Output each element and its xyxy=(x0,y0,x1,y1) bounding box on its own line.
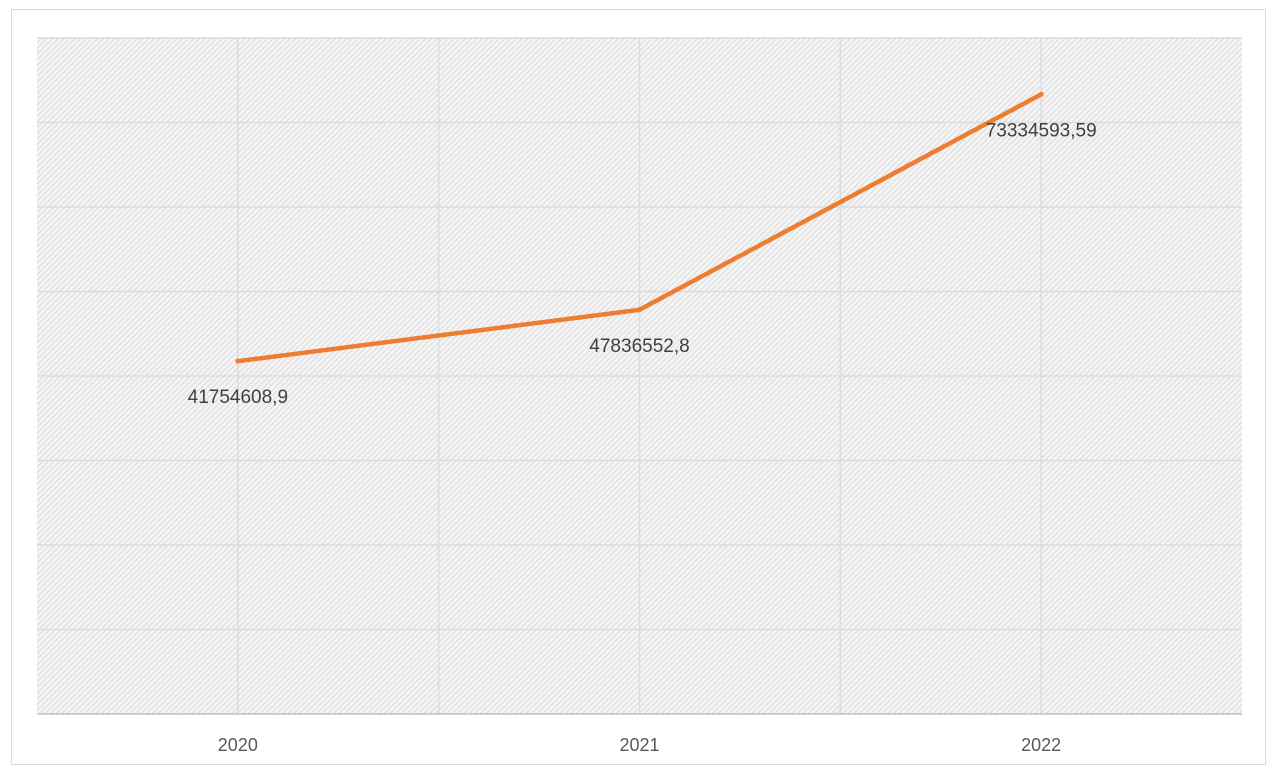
x-axis-tick-labels: 2020 2021 2022 xyxy=(218,735,1061,755)
data-label: 41754608,9 xyxy=(188,387,288,408)
data-point xyxy=(235,358,241,364)
data-point xyxy=(637,307,642,313)
data-label: 47836552,8 xyxy=(589,336,689,357)
vertical-gridlines xyxy=(237,38,1042,714)
x-tick-label: 2020 xyxy=(218,735,258,755)
series-layer xyxy=(235,91,1044,364)
data-point xyxy=(1038,91,1044,97)
data-labels: 41754608,9 47836552,8 73334593,59 xyxy=(188,120,1097,408)
x-tick-label: 2022 xyxy=(1021,735,1061,755)
data-label: 73334593,59 xyxy=(986,120,1097,141)
x-tick-label: 2021 xyxy=(619,735,659,755)
